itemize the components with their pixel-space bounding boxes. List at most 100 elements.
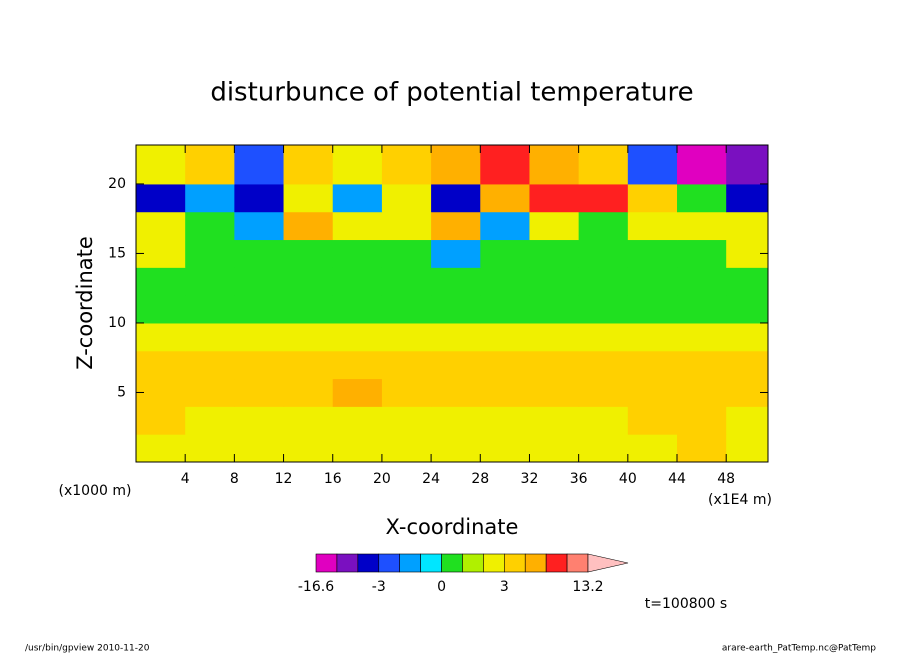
field-cell xyxy=(627,211,678,241)
field-cell xyxy=(136,183,186,213)
y-axis-title: Z-coordinate xyxy=(73,236,97,370)
colorbar-box xyxy=(504,553,526,573)
field-cell xyxy=(136,378,186,407)
y-unit: (x1000 m) xyxy=(59,483,132,499)
field-cell xyxy=(529,406,580,435)
x-tick-label: 36 xyxy=(570,471,588,487)
field-cell xyxy=(283,295,334,324)
x-tick-label: 12 xyxy=(275,471,293,487)
field-cell xyxy=(431,350,481,380)
field-cell xyxy=(431,267,481,296)
field-cell xyxy=(677,145,727,185)
field-cell xyxy=(283,183,334,213)
field-cell xyxy=(578,378,629,407)
field-cell xyxy=(381,322,432,352)
field-cell xyxy=(332,211,383,241)
field-cell xyxy=(677,211,727,241)
field-cell xyxy=(185,406,235,435)
field-cell xyxy=(234,434,285,463)
field-cell xyxy=(185,239,235,268)
field-cell xyxy=(136,434,186,463)
field-cell xyxy=(529,350,580,380)
field-cell xyxy=(529,378,580,407)
colorbar-box xyxy=(566,553,589,573)
field-cell xyxy=(529,211,580,241)
field-cell xyxy=(136,322,186,352)
field-cell xyxy=(431,239,481,268)
field-cell xyxy=(578,183,629,213)
x-tick-label: 16 xyxy=(324,471,342,487)
footer-left: /usr/bin/gpview 2010-11-20 xyxy=(25,644,150,654)
field-cell xyxy=(185,434,235,463)
field-cell xyxy=(283,239,334,268)
field-cell xyxy=(726,350,769,380)
field-cell xyxy=(283,350,334,380)
field-cell xyxy=(332,183,383,213)
field-cell xyxy=(332,295,383,324)
x-tick-label: 40 xyxy=(619,471,637,487)
field-cell xyxy=(480,145,530,185)
field-cell xyxy=(677,239,727,268)
field-cell xyxy=(283,322,334,352)
y-tick-label: 15 xyxy=(108,245,126,261)
field-cell xyxy=(480,211,530,241)
field-cell xyxy=(627,322,678,352)
field-cell xyxy=(677,183,727,213)
colorbar-box xyxy=(545,553,568,573)
field-cell xyxy=(726,434,769,463)
field-cell xyxy=(283,434,334,463)
field-cell xyxy=(332,350,383,380)
field-cell xyxy=(529,295,580,324)
field-cell xyxy=(627,406,678,435)
field-cell xyxy=(185,378,235,407)
field-cell xyxy=(185,267,235,296)
field-cell xyxy=(677,378,727,407)
field-cell xyxy=(431,211,481,241)
field-cell xyxy=(283,145,334,185)
y-tick-label: 5 xyxy=(117,384,126,400)
field-cell xyxy=(136,239,186,268)
colorbar-tick-label: 0 xyxy=(437,579,446,595)
field-cell xyxy=(529,267,580,296)
field-cell xyxy=(480,434,530,463)
colorbar-tick-label: 13.2 xyxy=(572,579,603,595)
field-cell xyxy=(234,267,285,296)
x-axis-title: X-coordinate xyxy=(386,515,519,539)
field-cell xyxy=(578,211,629,241)
field-cell xyxy=(381,378,432,407)
field-cell xyxy=(431,322,481,352)
field-cell xyxy=(726,406,769,435)
field-cell xyxy=(381,295,432,324)
colorbar-tick-label: -16.6 xyxy=(298,579,334,595)
field-cell xyxy=(677,295,727,324)
field-cell xyxy=(136,267,186,296)
field-cell xyxy=(627,295,678,324)
field-cell xyxy=(136,211,186,241)
colorbar-tick-label: -3 xyxy=(372,579,386,595)
x-tick-label: 20 xyxy=(373,471,391,487)
field-cell xyxy=(627,350,678,380)
chart-title: disturbunce of potential temperature xyxy=(210,78,693,108)
field-cell xyxy=(381,145,432,185)
field-cell xyxy=(578,267,629,296)
field-cell xyxy=(332,239,383,268)
field-cell xyxy=(332,267,383,296)
field-cell xyxy=(431,295,481,324)
field-cell xyxy=(431,183,481,213)
field-cell xyxy=(234,406,285,435)
field-cell xyxy=(234,145,285,185)
colorbar-box xyxy=(315,553,338,573)
field-cell xyxy=(578,406,629,435)
colorbar-box xyxy=(378,553,400,573)
x-tick-label: 44 xyxy=(668,471,686,487)
field-cell xyxy=(627,183,678,213)
field-cell xyxy=(234,211,285,241)
colorbar-box xyxy=(441,553,463,573)
field-cell xyxy=(627,145,678,185)
field-cell xyxy=(529,434,580,463)
field-cell xyxy=(480,350,530,380)
field-cell xyxy=(185,183,235,213)
colorbar-box xyxy=(524,553,547,573)
plot-frame xyxy=(135,144,769,463)
